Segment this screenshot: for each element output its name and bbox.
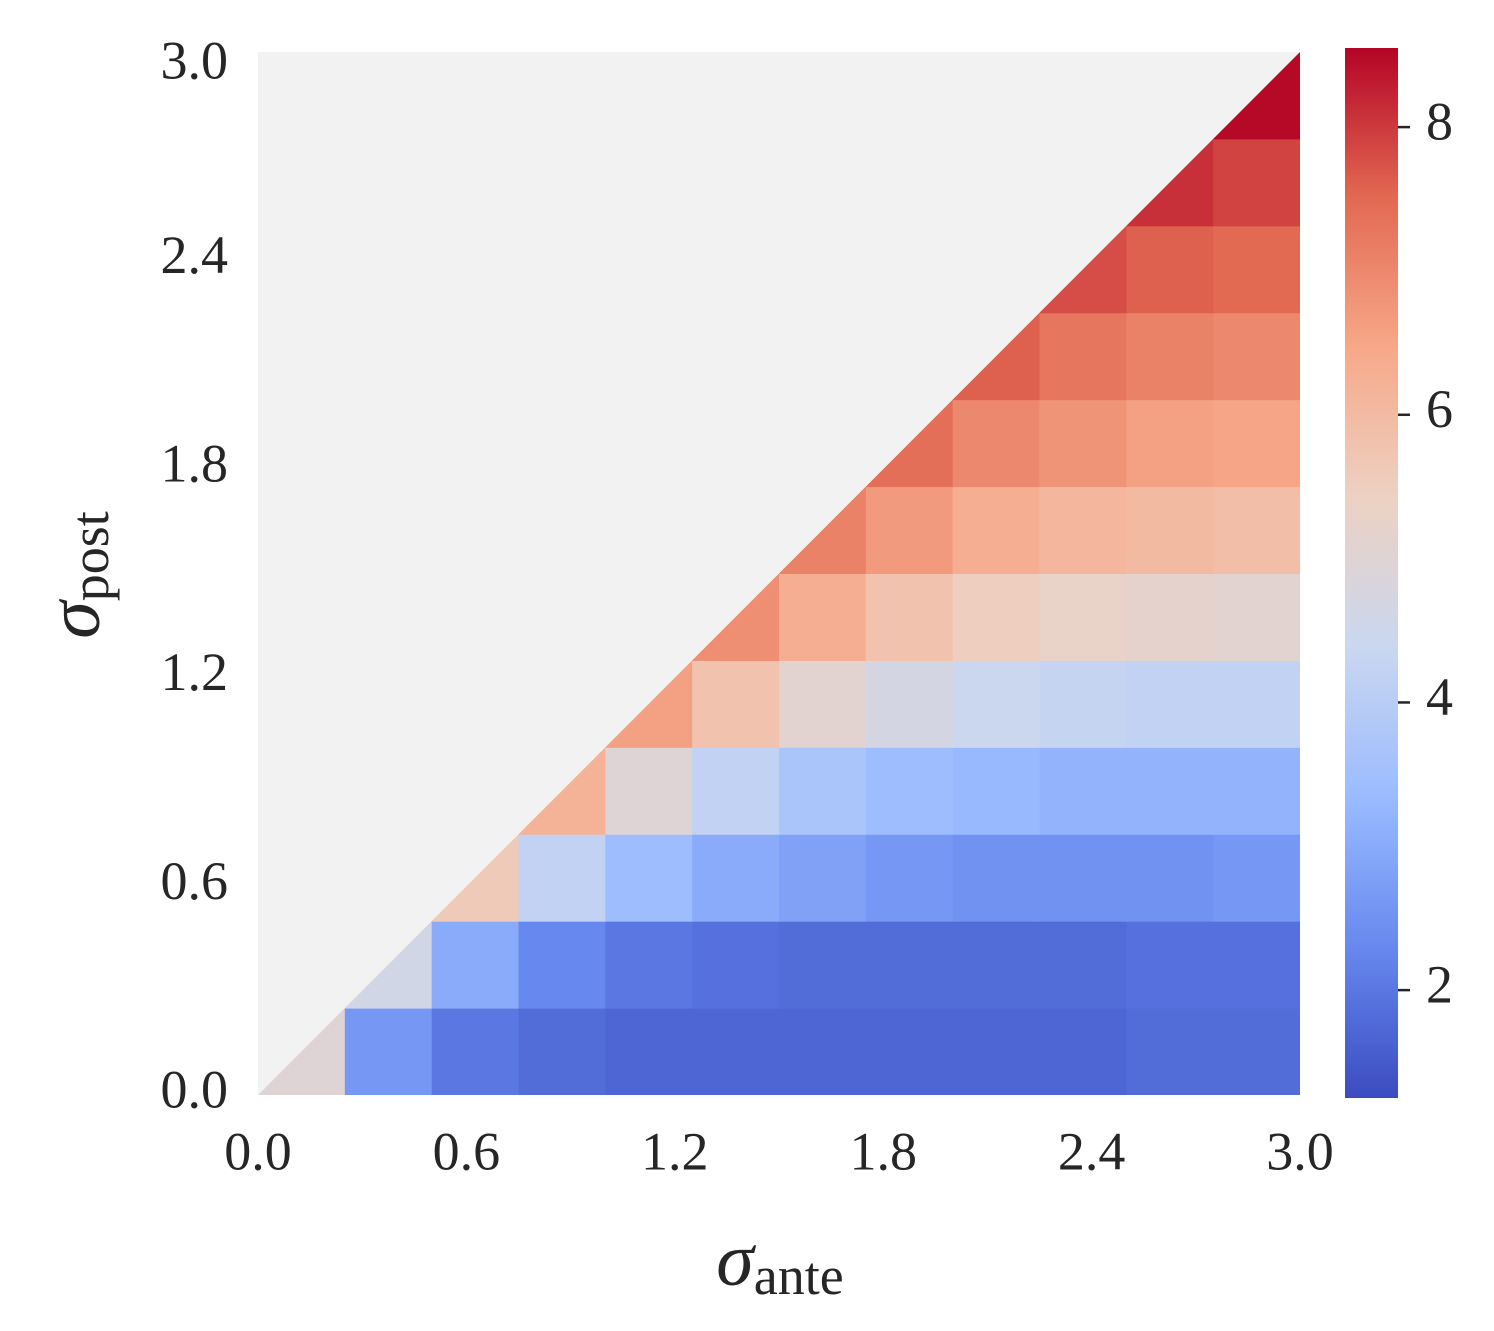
- x-tick-label: 3.0: [1266, 1121, 1334, 1181]
- heatmap-cell: [1213, 660, 1300, 748]
- heatmap-cell: [1126, 312, 1214, 401]
- x-tick-label: 2.4: [1058, 1121, 1126, 1181]
- heatmap-cell: [344, 1008, 433, 1095]
- heatmap-cell: [1126, 1008, 1214, 1095]
- heatmap-cell: [1039, 573, 1127, 661]
- y-tick-label: 0.0: [161, 1059, 229, 1119]
- heatmap-cell: [779, 660, 867, 748]
- heatmap-cell: [692, 834, 780, 922]
- x-label-sub: ante: [754, 1246, 844, 1306]
- heatmap-cell: [865, 921, 954, 1009]
- heatmap-cell: [865, 486, 954, 574]
- heatmap-cell: [1126, 225, 1214, 314]
- y-tick-label: 3.0: [161, 30, 229, 90]
- y-tick-label: 0.6: [161, 851, 229, 911]
- heatmap-cell: [865, 747, 954, 835]
- heatmap-cells: [258, 52, 1300, 1095]
- heatmap-cell: [692, 660, 780, 748]
- y-tick-label: 1.2: [161, 642, 229, 702]
- heatmap-cell: [779, 921, 867, 1009]
- heatmap-cell: [952, 1008, 1040, 1095]
- y-label-symbol: σ: [32, 599, 116, 639]
- heatmap-cell: [1213, 399, 1300, 488]
- heatmap-cell: [952, 660, 1040, 748]
- heatmap-cell: [1126, 921, 1214, 1009]
- heatmap-cell: [518, 1008, 606, 1095]
- heatmap-cell: [692, 747, 780, 835]
- heatmap-cell: [605, 747, 693, 835]
- heatmap-cell: [952, 921, 1040, 1009]
- colorbar-tick-label: 6: [1426, 379, 1453, 439]
- x-tick-label: 1.2: [641, 1121, 709, 1181]
- heatmap-cell: [779, 747, 867, 835]
- heatmap-cell: [692, 921, 780, 1009]
- x-tick-label: 0.6: [433, 1121, 501, 1181]
- heatmap-cell: [1126, 486, 1214, 574]
- heatmap-cell: [779, 834, 867, 922]
- heatmap-cell: [431, 921, 519, 1009]
- x-tick-label: 1.8: [849, 1121, 917, 1181]
- heatmap-cell: [779, 1008, 867, 1095]
- heatmap-cell: [1039, 660, 1127, 748]
- colorbar-tick-label: 2: [1426, 955, 1453, 1015]
- heatmap-cell: [1213, 834, 1300, 922]
- heatmap-cell: [1126, 747, 1214, 835]
- heatmap-cell: [518, 921, 606, 1009]
- x-label-symbol: σ: [716, 1218, 756, 1302]
- colorbar-tick-label: 8: [1426, 92, 1453, 152]
- heatmap-cell: [1213, 225, 1300, 314]
- y-axis-label: σpost: [32, 511, 120, 639]
- heatmap-cell: [1039, 1008, 1127, 1095]
- heatmap-cell: [605, 834, 693, 922]
- heatmap-cell: [865, 660, 954, 748]
- x-axis-label: σante: [716, 1218, 843, 1306]
- heatmap-cell: [1213, 921, 1300, 1009]
- heatmap-cell: [952, 573, 1040, 661]
- heatmap-cell: [865, 1008, 954, 1095]
- y-tick-label: 1.8: [161, 434, 229, 494]
- heatmap-cell: [1213, 486, 1300, 574]
- heatmap-cell: [1213, 312, 1300, 401]
- heatmap-cell: [1126, 399, 1214, 488]
- heatmap-cell: [1039, 921, 1127, 1009]
- heatmap-cell: [779, 573, 867, 661]
- heatmap-cell: [1126, 660, 1214, 748]
- heatmap-cell: [952, 486, 1040, 574]
- heatmap-cell: [865, 573, 954, 661]
- heatmap-cell: [605, 921, 693, 1009]
- y-label-sub: post: [60, 511, 120, 601]
- colorbar: [1345, 48, 1398, 1098]
- heatmap-cell: [952, 399, 1040, 488]
- heatmap-cell: [1126, 834, 1214, 922]
- heatmap-cell: [431, 1008, 519, 1095]
- colorbar-tick-label: 4: [1426, 667, 1453, 727]
- heatmap-cell: [1213, 138, 1300, 227]
- heatmap-cell: [1039, 312, 1127, 401]
- heatmap-cell: [1213, 747, 1300, 835]
- heatmap-cell: [692, 1008, 780, 1095]
- x-tick-label: 0.0: [224, 1121, 292, 1181]
- heatmap-cell: [1213, 1008, 1300, 1095]
- heatmap-cell: [1213, 573, 1300, 661]
- heatmap-cell: [1126, 573, 1214, 661]
- heatmap-cell: [605, 1008, 693, 1095]
- heatmap-cell: [952, 834, 1040, 922]
- heatmap-cell: [1039, 747, 1127, 835]
- heatmap-cell: [1039, 834, 1127, 922]
- heatmap-cell: [952, 747, 1040, 835]
- heatmap-cell: [865, 834, 954, 922]
- heatmap-cell: [1039, 399, 1127, 488]
- heatmap-cell: [518, 834, 606, 922]
- heatmap-cell: [1039, 486, 1127, 574]
- y-tick-label: 2.4: [161, 225, 229, 285]
